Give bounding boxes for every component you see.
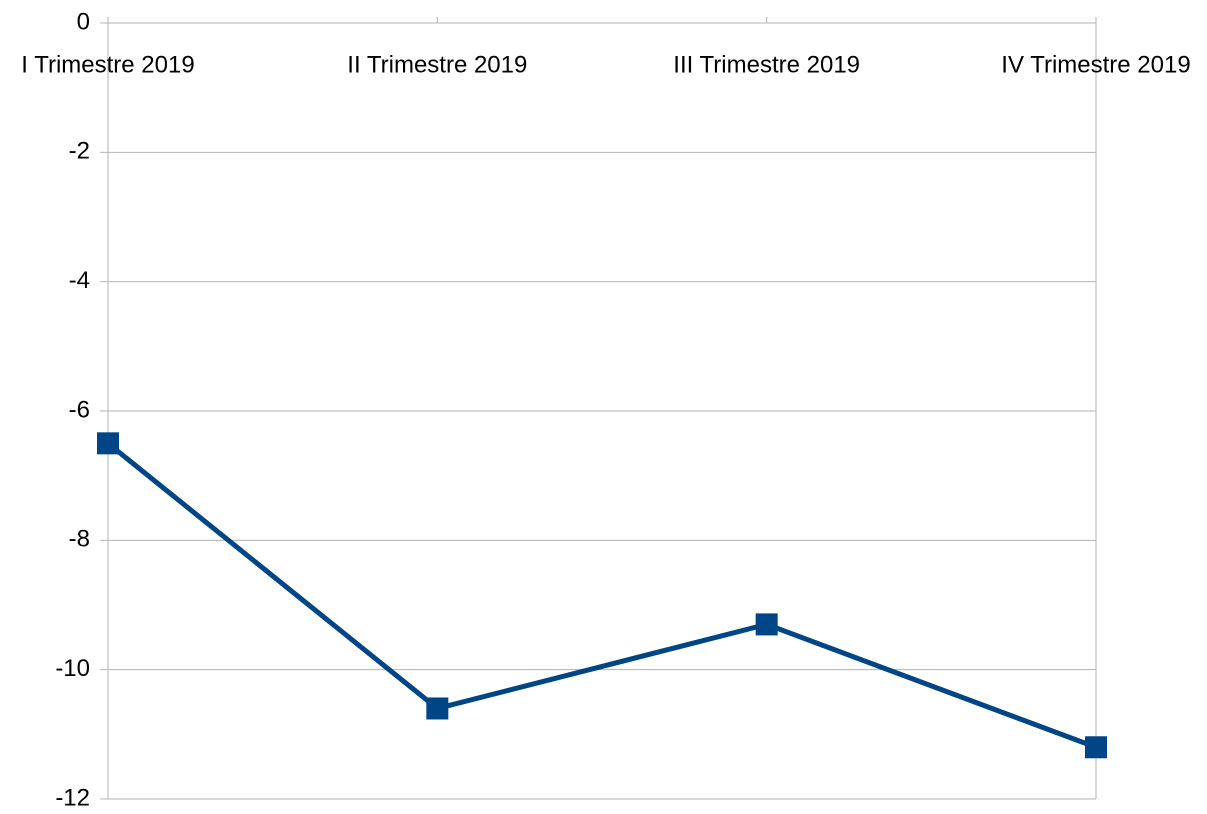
y-tick-label: -12 bbox=[55, 784, 90, 811]
marker bbox=[755, 613, 778, 636]
marker bbox=[97, 432, 119, 455]
x-tick-label: III Trimestre 2019 bbox=[673, 51, 860, 78]
marker bbox=[1085, 736, 1107, 759]
y-tick-label: -10 bbox=[55, 655, 90, 682]
y-tick-label: -4 bbox=[69, 267, 90, 294]
series-line bbox=[106, 441, 1097, 750]
y-tick-label: -2 bbox=[69, 138, 90, 165]
y-tick-label: -8 bbox=[69, 526, 90, 553]
x-tick-label: I Trimestre 2019 bbox=[21, 51, 194, 78]
x-tick-label: II Trimestre 2019 bbox=[347, 51, 527, 78]
marker bbox=[426, 697, 449, 720]
x-tick-label: IV Trimestre 2019 bbox=[1001, 51, 1190, 78]
y-tick-label: 0 bbox=[77, 8, 90, 35]
y-tick-label: -6 bbox=[69, 396, 90, 423]
